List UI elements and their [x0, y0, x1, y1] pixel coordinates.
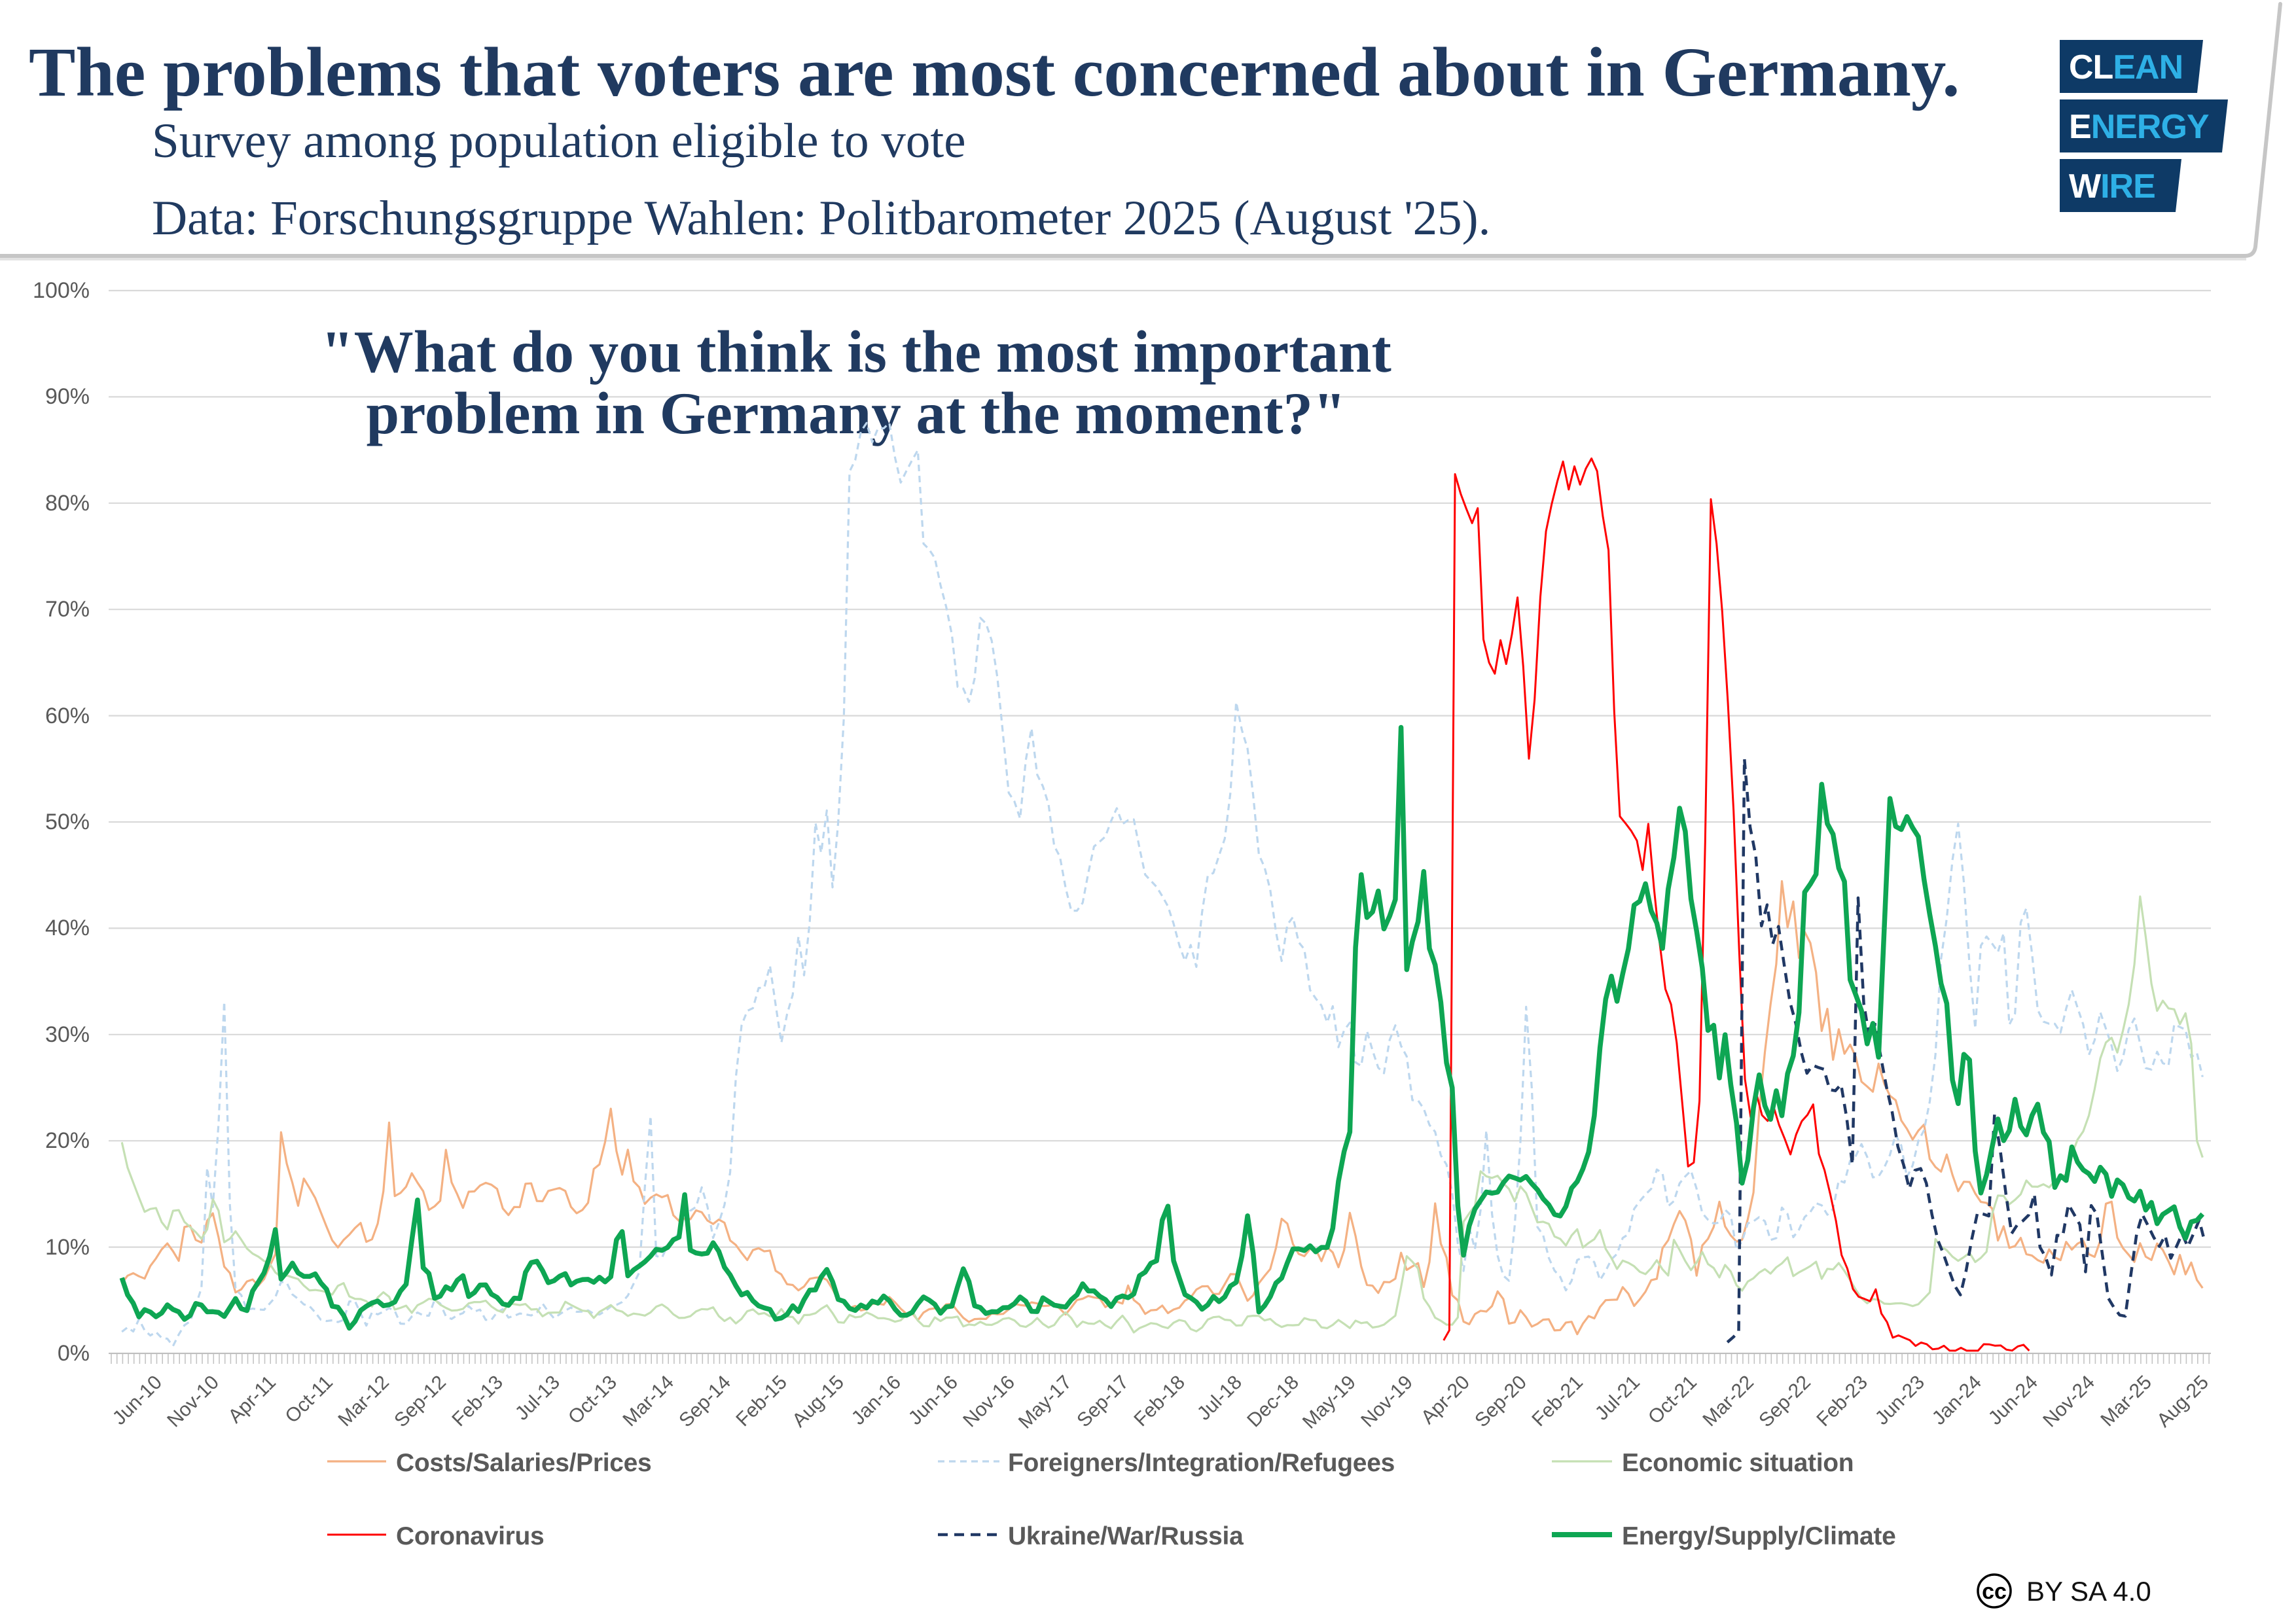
svg-text:40%: 40%	[45, 916, 90, 940]
svg-text:Economic situation: Economic situation	[1622, 1449, 1854, 1477]
svg-text:Data: Forschungsgruppe Wahlen:: Data: Forschungsgruppe Wahlen: Politbaro…	[152, 191, 1490, 245]
svg-text:10%: 10%	[45, 1235, 90, 1260]
svg-text:ENERGY: ENERGY	[2069, 108, 2209, 146]
svg-text:WIRE: WIRE	[2069, 168, 2155, 205]
svg-text:60%: 60%	[45, 704, 90, 728]
svg-text:0%: 0%	[58, 1341, 90, 1366]
svg-text:50%: 50%	[45, 810, 90, 834]
svg-text:"What do you think is the most: "What do you think is the most important	[321, 319, 1391, 385]
svg-text:100%: 100%	[33, 278, 90, 303]
svg-text:90%: 90%	[45, 384, 90, 409]
svg-text:Coronavirus: Coronavirus	[396, 1522, 544, 1550]
svg-text:20%: 20%	[45, 1128, 90, 1153]
svg-text:cc: cc	[1982, 1579, 2007, 1604]
svg-text:BY SA 4.0: BY SA 4.0	[2026, 1576, 2151, 1607]
svg-text:Foreigners/Integration/Refugee: Foreigners/Integration/Refugees	[1008, 1449, 1395, 1477]
svg-text:Ukraine/War/Russia: Ukraine/War/Russia	[1008, 1522, 1244, 1550]
svg-text:Energy/Supply/Climate: Energy/Supply/Climate	[1622, 1522, 1895, 1550]
svg-text:The problems that voters are m: The problems that voters are most concer…	[29, 34, 1960, 111]
svg-text:problem in Germany at the mome: problem in Germany at the moment?"	[366, 380, 1346, 446]
svg-text:80%: 80%	[45, 491, 90, 516]
svg-text:30%: 30%	[45, 1022, 90, 1047]
svg-text:CLEAN: CLEAN	[2069, 48, 2183, 86]
svg-text:Survey among population eligib: Survey among population eligible to vote	[152, 114, 966, 168]
svg-text:70%: 70%	[45, 597, 90, 622]
svg-text:Costs/Salaries/Prices: Costs/Salaries/Prices	[396, 1449, 651, 1477]
